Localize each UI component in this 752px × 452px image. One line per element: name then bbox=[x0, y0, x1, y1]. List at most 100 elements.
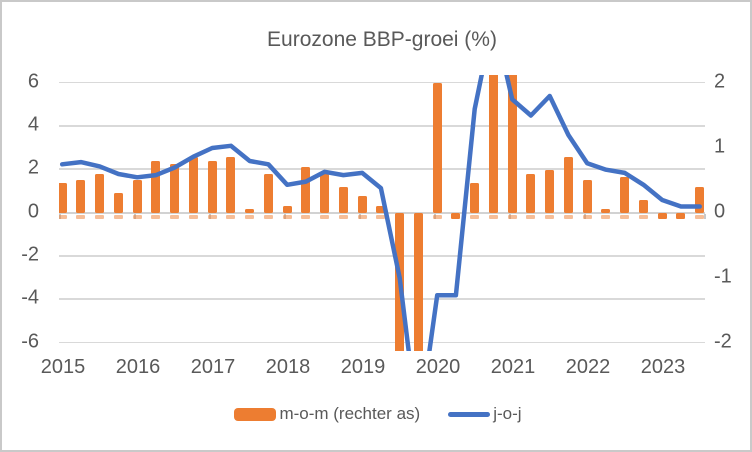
y-axis-left-label: 2 bbox=[27, 156, 39, 179]
bar bbox=[376, 206, 386, 213]
bar bbox=[151, 160, 161, 213]
bar-axis-stub bbox=[582, 215, 592, 219]
y-axis-left-label: -2 bbox=[21, 243, 39, 266]
x-axis-year-label: 2021 bbox=[490, 356, 536, 378]
y-axis-right-label: -2 bbox=[714, 330, 732, 353]
bar bbox=[563, 157, 573, 213]
gridline bbox=[59, 168, 705, 170]
legend-bar-swatch bbox=[234, 407, 277, 421]
bar-axis-stub bbox=[395, 215, 405, 219]
bar bbox=[132, 180, 142, 213]
y-axis-right-label: -1 bbox=[714, 265, 732, 288]
y-axis-left-label: -4 bbox=[21, 286, 39, 309]
bar bbox=[207, 160, 217, 213]
bar bbox=[188, 157, 198, 213]
bar-axis-stub bbox=[451, 215, 461, 219]
bar bbox=[507, 74, 517, 213]
bar bbox=[301, 167, 311, 213]
bar-axis-stub bbox=[526, 215, 536, 219]
legend-line-label: j-o-j bbox=[493, 404, 522, 423]
bar-axis-stub bbox=[638, 215, 648, 219]
joj-line bbox=[59, 74, 702, 351]
bar bbox=[338, 186, 348, 213]
y-axis-right-label: 0 bbox=[714, 200, 726, 223]
bar-axis-stub bbox=[657, 215, 667, 219]
x-axis-tick bbox=[704, 213, 706, 219]
y-axis-right-label: 1 bbox=[714, 135, 726, 158]
bar bbox=[320, 173, 330, 213]
bar-axis-stub bbox=[432, 215, 442, 219]
bar-axis-stub bbox=[301, 215, 311, 219]
bar bbox=[470, 183, 480, 213]
bar-axis-stub bbox=[245, 215, 255, 219]
bar-axis-stub bbox=[59, 215, 67, 219]
x-axis-year-label: 2023 bbox=[640, 356, 686, 378]
bar bbox=[76, 180, 86, 213]
bar-axis-stub bbox=[695, 215, 705, 219]
x-axis-year-label: 2017 bbox=[190, 356, 236, 378]
bar-axis-stub bbox=[263, 215, 273, 219]
legend-bar-label: m-o-m (rechter as) bbox=[279, 404, 421, 423]
x-axis-year-label: 2018 bbox=[265, 356, 311, 378]
bar-axis-stub bbox=[132, 215, 142, 219]
legend-line-swatch bbox=[448, 411, 491, 417]
bar-axis-stub bbox=[151, 215, 161, 219]
legend: m-o-m (rechter as) j-o-j bbox=[2, 404, 750, 424]
bar bbox=[526, 173, 536, 213]
zero-axis-line bbox=[59, 211, 705, 214]
gridline bbox=[59, 341, 705, 344]
x-axis-year-label: 2015 bbox=[40, 356, 86, 378]
bar bbox=[226, 157, 236, 213]
bar bbox=[245, 209, 255, 213]
bar bbox=[545, 170, 555, 213]
bar bbox=[282, 206, 292, 213]
bar-axis-stub bbox=[338, 215, 348, 219]
bar-axis-stub bbox=[470, 215, 480, 219]
bar-axis-stub bbox=[507, 215, 517, 219]
bar bbox=[59, 183, 67, 213]
bar bbox=[95, 173, 105, 213]
y-axis-left-label: 0 bbox=[27, 200, 39, 223]
bar bbox=[488, 74, 498, 213]
x-axis-year-label: 2020 bbox=[415, 356, 461, 378]
x-axis-year-label: 2019 bbox=[340, 356, 386, 378]
bar-axis-stub bbox=[170, 215, 180, 219]
bar-axis-stub bbox=[113, 215, 123, 219]
x-axis-year-label: 2016 bbox=[115, 356, 161, 378]
bar bbox=[620, 176, 630, 213]
bar bbox=[263, 173, 273, 213]
gridline bbox=[59, 125, 705, 127]
bar-axis-stub bbox=[413, 215, 423, 219]
plot-area bbox=[59, 74, 705, 351]
bar bbox=[582, 180, 592, 213]
gridline bbox=[59, 298, 705, 300]
gridline bbox=[59, 81, 705, 84]
bar bbox=[695, 186, 705, 213]
bar-axis-stub bbox=[376, 215, 386, 219]
bar bbox=[113, 193, 123, 213]
bar bbox=[638, 199, 648, 213]
line-series-joj bbox=[59, 74, 702, 351]
chart-title: Eurozone BBP-groei (%) bbox=[267, 28, 497, 51]
bar-axis-stub bbox=[207, 215, 217, 219]
bar-axis-stub bbox=[545, 215, 555, 219]
bar bbox=[601, 209, 611, 213]
bar-axis-stub bbox=[563, 215, 573, 219]
bar-axis-stub bbox=[188, 215, 198, 219]
bar-axis-stub bbox=[76, 215, 86, 219]
bar-axis-stub bbox=[601, 215, 611, 219]
gridline bbox=[59, 255, 705, 257]
bar-axis-stub bbox=[95, 215, 105, 219]
bar bbox=[170, 163, 180, 213]
y-axis-right-label: 2 bbox=[714, 70, 726, 93]
y-axis-left-label: 6 bbox=[27, 70, 39, 93]
bar bbox=[413, 212, 423, 351]
bar-axis-stub bbox=[226, 215, 236, 219]
bar-axis-stub bbox=[320, 215, 330, 219]
bar-axis-stub bbox=[282, 215, 292, 219]
y-axis-left-label: 4 bbox=[27, 113, 39, 136]
bar bbox=[357, 196, 367, 213]
bar-axis-stub bbox=[620, 215, 630, 219]
bar-axis-stub bbox=[357, 215, 367, 219]
